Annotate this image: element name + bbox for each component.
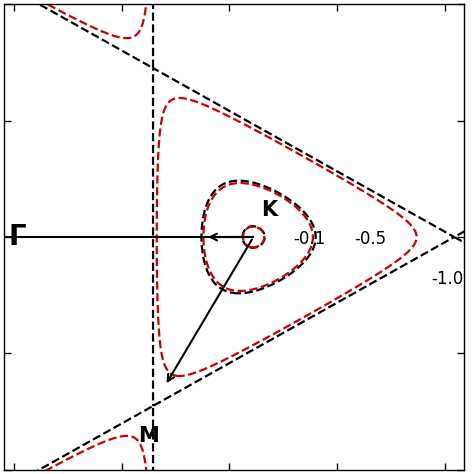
Text: -0.1: -0.1 bbox=[294, 230, 326, 248]
Text: -0.5: -0.5 bbox=[354, 230, 386, 248]
Text: Γ: Γ bbox=[9, 223, 27, 251]
Text: K: K bbox=[261, 200, 277, 220]
Text: M: M bbox=[137, 426, 158, 446]
Text: -1.0: -1.0 bbox=[431, 270, 463, 288]
